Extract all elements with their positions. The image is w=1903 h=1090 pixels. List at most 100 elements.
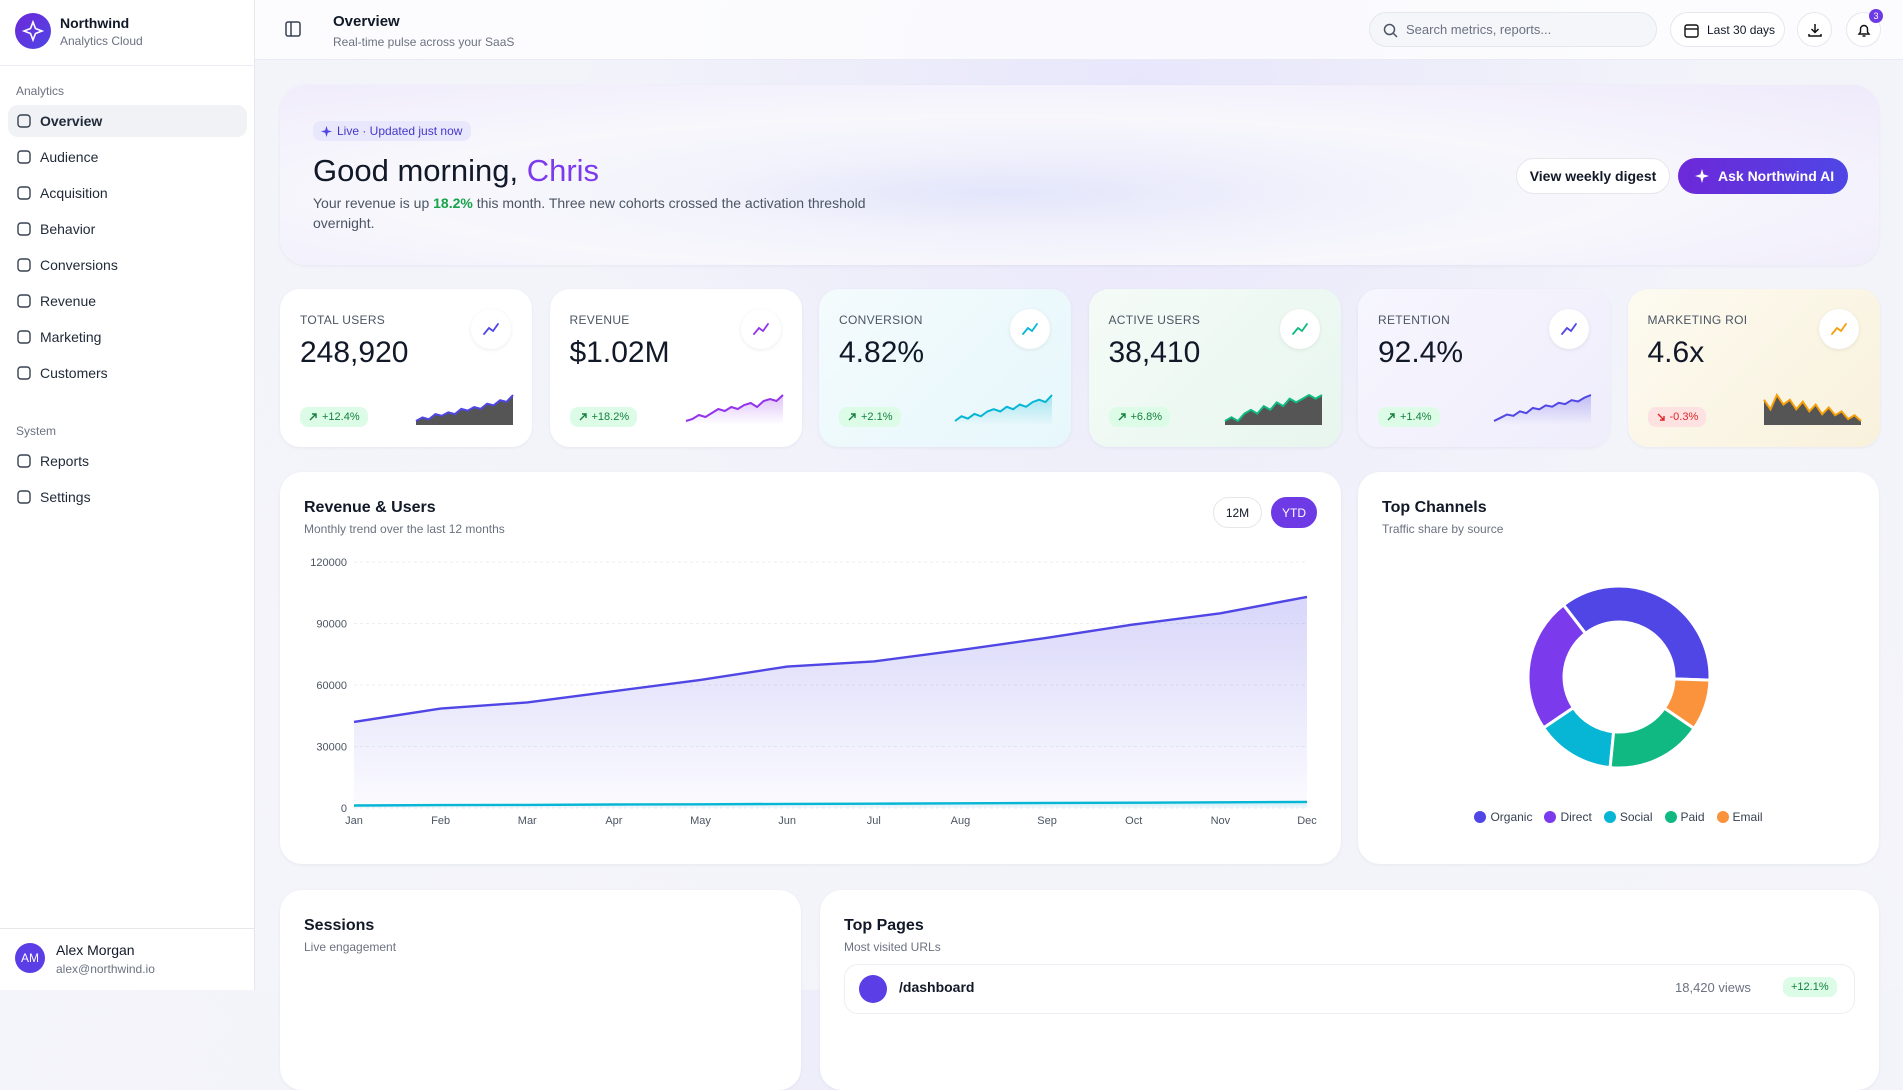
- kpi-icon-glyph: [752, 323, 769, 335]
- nav-item[interactable]: Reports: [8, 445, 247, 477]
- sparkline-line: [1493, 394, 1592, 422]
- sparkline-line: [685, 394, 784, 422]
- card-subtitle: Monthly trend over the last 12 months: [304, 522, 505, 536]
- hero-text-after: this month. Three new cohorts crossed th…: [313, 195, 866, 231]
- nav-label: Overview: [40, 113, 103, 129]
- nav-icon-shape: [17, 222, 31, 236]
- greeting: Good morning, Chris: [313, 153, 599, 189]
- kpi-label: RETENTION: [1378, 313, 1451, 327]
- page-subtitle: Real-time pulse across your SaaS: [333, 35, 515, 49]
- delta-arrow: [848, 413, 856, 421]
- kpi-icon-glyph: [483, 323, 499, 335]
- kpi-card: CONVERSION 4.82% +2.1%: [819, 289, 1071, 447]
- header: Overview Real-time pulse across your Saa…: [255, 0, 1903, 60]
- card-title: Top Pages: [844, 917, 924, 934]
- nav-icon-shape: [17, 258, 31, 272]
- revenue-chart: 0 30000 60000 90000 120000 Jan Feb Mar Apr May Jun…: [310, 557, 1317, 827]
- nav-item[interactable]: Revenue: [8, 285, 247, 317]
- x-tick-label: Aug: [951, 815, 971, 827]
- nav-item[interactable]: Settings: [8, 481, 247, 513]
- page-row[interactable]: /dashboard 18,420 views +12.1%: [844, 964, 1855, 1014]
- nav-icon: [17, 150, 31, 164]
- icon-shape: [1830, 323, 1847, 335]
- search[interactable]: Search metrics, reports...: [1369, 12, 1657, 47]
- legend-swatch: [1603, 811, 1616, 823]
- nav-item[interactable]: Customers: [8, 357, 247, 389]
- page: Northwind Analytics Cloud Analytics Overv…: [0, 0, 1903, 1014]
- nav-item[interactable]: Audience: [8, 141, 247, 173]
- icon-shape: [1291, 323, 1308, 335]
- legend-swatch: [1544, 811, 1557, 823]
- legend-item: Organic: [1474, 810, 1532, 824]
- nav-icon-shape: [17, 150, 31, 164]
- date-range[interactable]: Last 30 days: [1670, 12, 1785, 47]
- nav-item[interactable]: Marketing: [8, 321, 247, 353]
- sparkline: [954, 394, 1053, 425]
- nav-icon-shape: [17, 186, 31, 200]
- nav-item[interactable]: Acquisition: [8, 177, 247, 209]
- kpi-delta: +1.4%: [1378, 407, 1440, 427]
- ai-button[interactable]: Ask Northwind AI: [1678, 158, 1848, 194]
- search-placeholder: Search metrics, reports...: [1406, 22, 1552, 37]
- kpi-label: REVENUE: [569, 313, 630, 327]
- sparkline-line: [1762, 392, 1862, 422]
- avatar[interactable]: AM: [15, 943, 45, 973]
- donut-slice: [1526, 602, 1588, 730]
- legend: Organic Direct Social Paid Email: [1358, 810, 1879, 824]
- nav-label: Settings: [40, 489, 91, 505]
- nav-icon-shape: [17, 294, 31, 308]
- toggle-12m[interactable]: 12M: [1213, 497, 1262, 528]
- kpi-value: 4.82%: [839, 336, 925, 369]
- line: [353, 800, 1308, 807]
- card-subtitle: Most visited URLs: [844, 940, 941, 954]
- hero-highlight: 18.2%: [433, 195, 473, 211]
- legend-item: Email: [1716, 810, 1763, 824]
- arrow: [1657, 413, 1665, 421]
- kpi-card: ACTIVE USERS 38,410 +6.8%: [1088, 289, 1341, 447]
- hero-text-before: Your revenue is up: [313, 195, 430, 211]
- date-range-label: Last 30 days: [1707, 22, 1776, 37]
- ai-icon: [1695, 169, 1709, 183]
- sparkline: [1224, 393, 1322, 425]
- kpi-delta: +6.8%: [1108, 407, 1170, 427]
- sparkline: [1762, 392, 1862, 425]
- kpi-icon-glyph: [1561, 323, 1577, 335]
- toggle-ytd[interactable]: YTD: [1271, 497, 1317, 528]
- nav-item[interactable]: Behavior: [8, 213, 247, 245]
- kpi-label: CONVERSION: [839, 313, 923, 327]
- arrow: [309, 413, 317, 421]
- kpi-icon: [1010, 309, 1050, 349]
- kpi-delta: +18.2%: [569, 407, 638, 427]
- kpi-label: ACTIVE USERS: [1108, 313, 1201, 327]
- logo: [15, 13, 51, 49]
- y-tick-label: 0: [341, 803, 347, 815]
- digest-button[interactable]: View weekly digest: [1516, 158, 1670, 194]
- user-first-name: Chris: [526, 153, 600, 188]
- x-tick-label: Oct: [1125, 815, 1142, 827]
- sidebar-toggle[interactable]: [285, 21, 301, 37]
- nav-item[interactable]: Overview: [8, 105, 247, 137]
- sparkline-area: [1763, 395, 1861, 425]
- download[interactable]: [1797, 12, 1832, 47]
- nav-label: Reports: [40, 453, 90, 469]
- donut-slice: [1561, 584, 1712, 682]
- page-views: 18,420 views: [1675, 980, 1751, 995]
- icon-shape: [1022, 323, 1038, 335]
- icon-shape: [1561, 323, 1577, 335]
- nav-item[interactable]: Conversions: [8, 249, 247, 281]
- row-icon: [859, 975, 887, 1003]
- user-footer: [0, 928, 255, 990]
- nav-icon: [17, 258, 31, 272]
- nav-icon-shape: [17, 490, 31, 504]
- x-tick-label: Jun: [778, 815, 796, 827]
- arrow: [579, 413, 587, 421]
- nav-section-title: System: [16, 424, 57, 438]
- kpi-icon: [1818, 309, 1859, 349]
- kpi-icon: [740, 309, 781, 349]
- live-badge-text: Live · Updated just now: [337, 124, 463, 138]
- user-name: Alex Morgan: [56, 942, 135, 958]
- arrow: [848, 413, 856, 421]
- legend-label: Organic: [1490, 810, 1533, 824]
- brand-name: Northwind: [60, 15, 130, 31]
- delta-arrow: [1657, 413, 1665, 421]
